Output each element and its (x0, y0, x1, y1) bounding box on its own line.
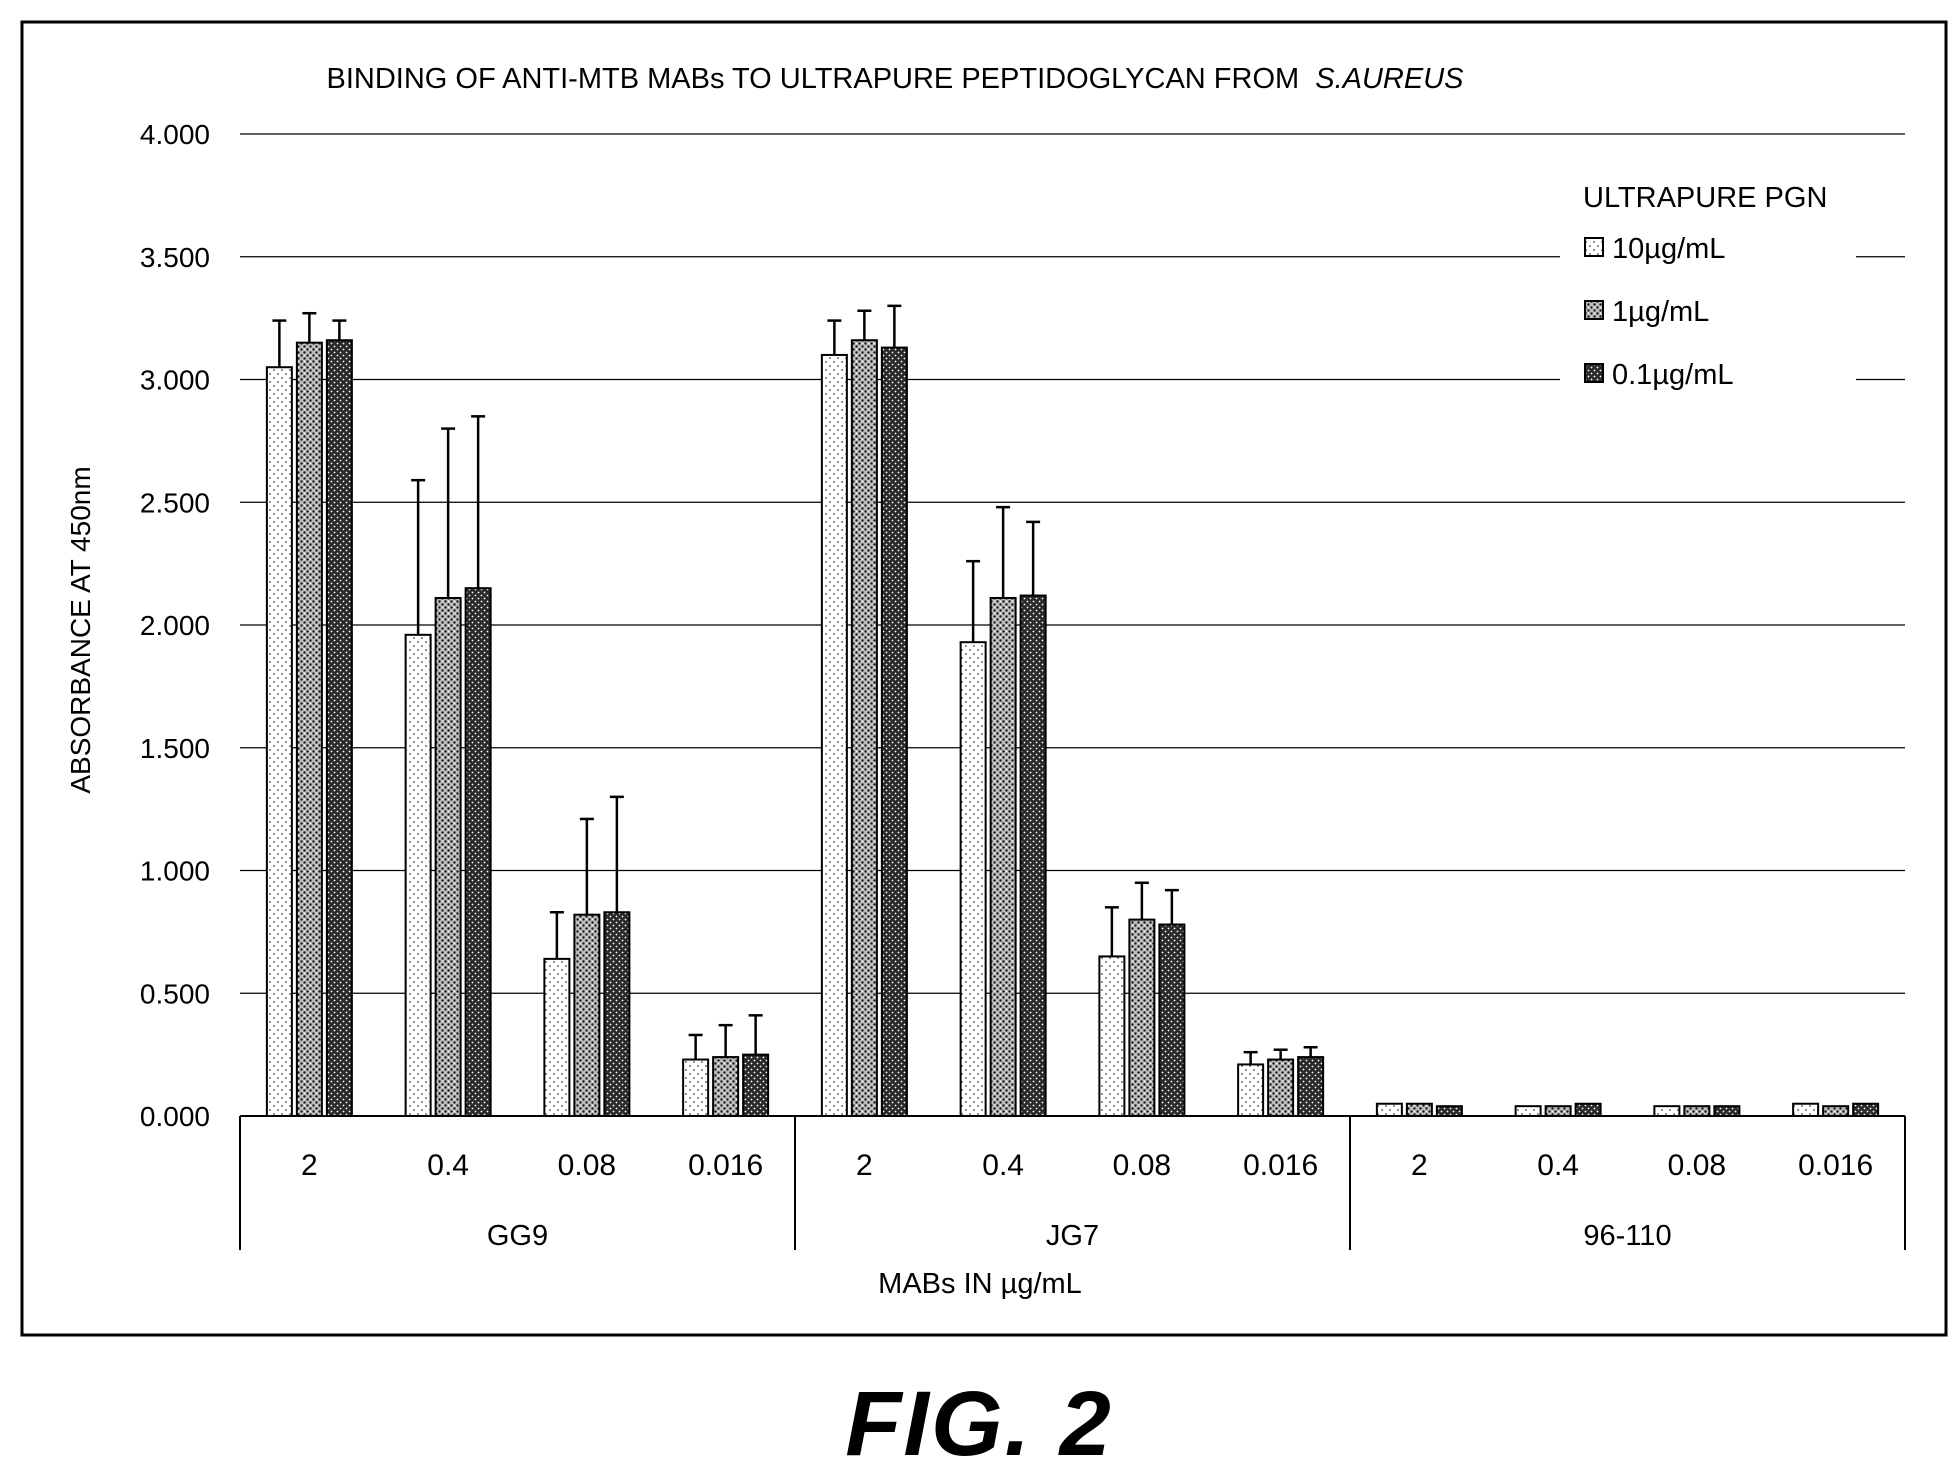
figure-caption: FIG. 2 (845, 1373, 1113, 1475)
bar (543, 957, 571, 1117)
bar (1574, 1102, 1602, 1117)
bar (603, 911, 631, 1117)
bar (325, 339, 353, 1118)
group-label: 96-110 (1583, 1220, 1671, 1252)
bar (1653, 1105, 1681, 1118)
bar (742, 1053, 770, 1117)
x-category-labels: 2 0.4 0.08 0.016 GG9 2 0.4 0.08 0.016 JG7 2 0.4 0.08… (301, 1149, 1873, 1252)
bar (295, 341, 323, 1117)
group-label: GG9 (487, 1220, 548, 1252)
y-tick-label: 3.500 (140, 242, 210, 273)
bar (1822, 1105, 1850, 1118)
bar (265, 366, 293, 1118)
bar (1297, 1056, 1325, 1117)
bar (850, 339, 878, 1118)
legend-label: 10µg/mL (1612, 233, 1725, 265)
y-tick-label: 0.000 (140, 1101, 210, 1132)
bar (1267, 1058, 1295, 1118)
legend-background (1560, 160, 1856, 430)
x-tick-label: 0.08 (558, 1149, 616, 1182)
bar (880, 346, 908, 1117)
x-axis-label: MABs IN µg/mL (878, 1268, 1082, 1300)
x-tick-label: 2 (301, 1149, 318, 1182)
legend-swatch (1584, 300, 1604, 320)
legend-label: 1µg/mL (1612, 296, 1709, 328)
bar (1544, 1105, 1572, 1118)
bar (1098, 955, 1126, 1117)
legend-items: 10µg/mL 1µg/mL 0.1µg/mL (1584, 233, 1734, 391)
x-tick-label: 0.4 (427, 1149, 469, 1182)
y-axis-label: ABSORBANCE AT 450nm (65, 466, 96, 793)
x-tick-label: 0.016 (1798, 1149, 1873, 1182)
x-axis (239, 1115, 1906, 1250)
bar (1852, 1102, 1880, 1117)
bars (265, 339, 1880, 1118)
bar (820, 353, 848, 1117)
bar (1435, 1105, 1463, 1118)
bar (1019, 594, 1047, 1117)
chart-frame (20, 20, 1948, 1337)
y-tick-label: 3.000 (140, 365, 210, 396)
legend-swatch (1584, 363, 1604, 383)
y-tick-label: 2.000 (140, 610, 210, 641)
bar (682, 1058, 710, 1118)
x-tick-label: 0.08 (1113, 1149, 1171, 1182)
y-tick-labels: 0.000 0.500 1.000 1.500 2.000 2.500 3.000 3.500… (140, 119, 210, 1132)
chart-title: BINDING OF ANTI-MTB MABs TO ULTRAPURE PE… (326, 63, 1464, 95)
bar (712, 1056, 740, 1117)
gridlines (240, 133, 1905, 994)
y-tick-label: 2.500 (140, 487, 210, 518)
y-tick-label: 1.500 (140, 733, 210, 764)
bar (1158, 923, 1186, 1118)
x-tick-label: 0.08 (1668, 1149, 1726, 1182)
bar (404, 633, 432, 1117)
bar (464, 587, 492, 1117)
legend-swatch (1584, 237, 1604, 257)
legend-title: ULTRAPURE PGN (1583, 182, 1827, 214)
x-tick-label: 0.016 (688, 1149, 763, 1182)
x-tick-label: 2 (1411, 1149, 1428, 1182)
bar (989, 596, 1017, 1117)
bar (959, 641, 987, 1117)
x-tick-label: 2 (856, 1149, 873, 1182)
bar (1514, 1105, 1542, 1118)
chart-title-main: BINDING OF ANTI-MTB MABs TO ULTRAPURE PE… (326, 63, 1299, 95)
bar (1713, 1105, 1741, 1118)
bar (1405, 1102, 1433, 1117)
legend-label: 0.1µg/mL (1612, 359, 1734, 391)
x-tick-label: 0.016 (1243, 1149, 1318, 1182)
x-tick-label: 0.4 (1537, 1149, 1579, 1182)
bar (1237, 1063, 1265, 1117)
chart-title-italic: S.AUREUS (1315, 63, 1464, 95)
y-tick-label: 0.500 (140, 978, 210, 1009)
bar (1683, 1105, 1711, 1118)
group-label: JG7 (1046, 1220, 1099, 1252)
bar (1792, 1102, 1820, 1117)
y-tick-label: 4.000 (140, 119, 210, 150)
x-tick-label: 0.4 (982, 1149, 1024, 1182)
bar (1128, 918, 1156, 1117)
y-tick-label: 1.000 (140, 856, 210, 887)
bar (434, 596, 462, 1117)
bar (573, 913, 601, 1117)
bar (1375, 1102, 1403, 1117)
error-bars (272, 304, 1318, 1065)
legend: ULTRAPURE PGN 10µg/mL 1µg/mL 0.1µg/mL (1560, 160, 1856, 430)
